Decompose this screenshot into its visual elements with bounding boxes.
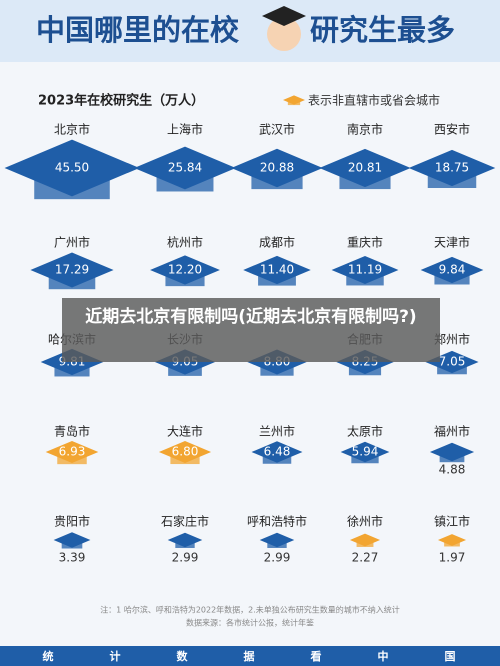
value-label: 45.50 xyxy=(55,161,89,175)
city-label: 福州市 xyxy=(434,424,470,439)
footer-char: 国 xyxy=(445,650,456,663)
city-label: 石家庄市 xyxy=(161,514,209,529)
cap xyxy=(167,532,203,548)
value-label: 20.88 xyxy=(260,161,294,175)
value-label: 17.29 xyxy=(55,263,89,277)
city-label: 广州市 xyxy=(54,235,90,250)
city-label: 上海市 xyxy=(167,122,203,137)
footer-char: 据 xyxy=(244,649,255,663)
cap xyxy=(336,349,394,375)
city-label: 重庆市 xyxy=(347,235,383,250)
footer-char: 中 xyxy=(378,649,389,663)
value-label: 9.84 xyxy=(439,263,466,277)
cap xyxy=(437,534,467,546)
cap xyxy=(420,256,484,284)
footer-char: 数 xyxy=(177,649,189,663)
cap xyxy=(134,146,236,190)
city-label: 南京市 xyxy=(347,122,383,137)
footer-char: 看 xyxy=(311,649,322,663)
cap xyxy=(331,255,399,285)
value-label: 6.93 xyxy=(59,445,86,459)
city-label: 青岛市 xyxy=(54,424,90,439)
city-label: 镇江市 xyxy=(434,514,470,529)
cap xyxy=(231,148,323,188)
value-label: 2.27 xyxy=(352,551,379,565)
legend-icon xyxy=(283,95,305,105)
cap xyxy=(4,139,140,197)
cap xyxy=(150,255,220,285)
value-label: 25.84 xyxy=(168,161,202,175)
value-label: 11.19 xyxy=(348,263,382,277)
cap xyxy=(340,441,390,463)
cap xyxy=(319,148,411,188)
avatar-icon xyxy=(262,6,306,51)
city-label: 太原市 xyxy=(347,424,383,439)
city-label: 武汉市 xyxy=(259,122,295,137)
city-label: 西安市 xyxy=(434,122,470,137)
legend-label: 表示非直辖市或省会城市 xyxy=(308,93,440,108)
value-label: 3.39 xyxy=(59,551,86,565)
header-band xyxy=(0,0,500,62)
value-label: 20.81 xyxy=(348,161,382,175)
city-label: 呼和浩特市 xyxy=(247,514,307,529)
cap xyxy=(30,252,114,288)
city-label: 兰州市 xyxy=(259,424,295,439)
cap xyxy=(45,440,99,464)
cap xyxy=(408,149,496,187)
city-label: 杭州市 xyxy=(167,235,203,250)
footer-band xyxy=(0,646,500,666)
value-label: 7.05 xyxy=(439,355,466,369)
city-label: 郑州市 xyxy=(434,332,470,347)
value-label: 12.20 xyxy=(168,263,202,277)
value-label: 6.80 xyxy=(172,445,199,459)
city-label: 大连市 xyxy=(167,424,203,439)
city-label: 北京市 xyxy=(54,122,90,137)
value-label: 4.88 xyxy=(439,463,466,477)
cap xyxy=(158,441,212,463)
value-label: 1.97 xyxy=(439,551,466,565)
city-label: 徐州市 xyxy=(347,514,383,529)
overlay-banner: 近期去北京有限制吗(近期去北京有限制吗?) xyxy=(62,298,440,362)
city-label: 成都市 xyxy=(259,235,295,250)
title-left: 中国哪里的在校 xyxy=(36,13,239,47)
value-label: 11.40 xyxy=(260,263,294,277)
cap xyxy=(243,255,311,285)
city-label: 贵阳市 xyxy=(54,514,90,529)
value-label: 2.99 xyxy=(172,551,199,565)
note: 注：1 哈尔滨、呼和浩特为2022年数据，2.未单独公布研究生数量的城市不纳入统… xyxy=(100,605,400,615)
title-right: 研究生最多 xyxy=(310,13,455,47)
cap xyxy=(251,441,303,463)
footer-char: 计 xyxy=(110,649,121,663)
cap xyxy=(349,533,381,547)
city-label: 天津市 xyxy=(434,235,470,250)
note: 数据来源：各市统计公报，统计年鉴 xyxy=(186,618,314,628)
cap xyxy=(53,532,91,548)
value-label: 6.48 xyxy=(264,445,291,459)
value-label: 2.99 xyxy=(264,551,291,565)
cap xyxy=(259,532,295,548)
value-label: 5.94 xyxy=(352,445,379,459)
value-label: 18.75 xyxy=(435,161,469,175)
subtitle: 2023年在校研究生（万人） xyxy=(38,93,204,109)
cap xyxy=(429,442,475,462)
footer-char: 统 xyxy=(43,649,54,663)
